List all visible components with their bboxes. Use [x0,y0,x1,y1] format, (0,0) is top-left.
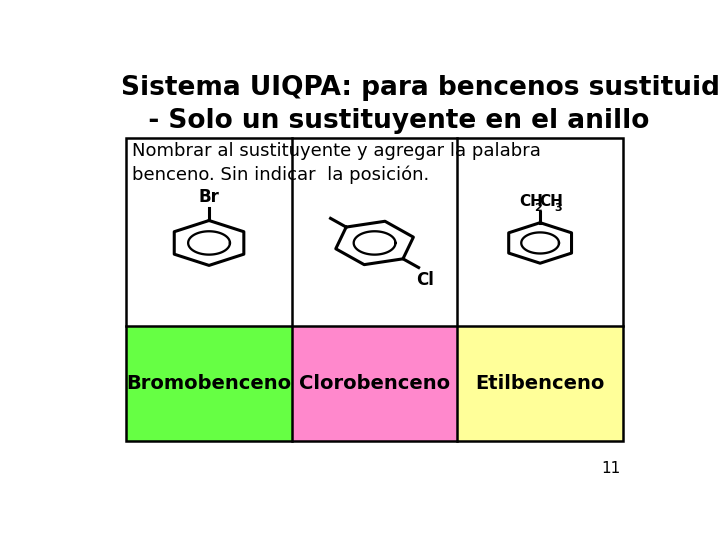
Bar [457,326,623,441]
Text: CH: CH [519,194,543,209]
Text: 3: 3 [554,203,562,213]
Text: benceno. Sin indicar  la posición.: benceno. Sin indicar la posición. [132,165,429,184]
Text: Sistema UIQPA: para bencenos sustituidos  A: Sistema UIQPA: para bencenos sustituidos… [121,75,720,101]
Text: 2: 2 [534,203,542,213]
Bar [292,326,457,441]
Text: Etilbenceno: Etilbenceno [475,374,605,393]
Bar [126,326,292,441]
Text: Br: Br [199,188,220,206]
Text: Clorobenceno: Clorobenceno [299,374,450,393]
Text: CH: CH [539,194,563,209]
Text: Bromobenceno: Bromobenceno [127,374,292,393]
Bar [126,138,623,441]
Text: Nombrar al sustituyente y agregar la palabra: Nombrar al sustituyente y agregar la pal… [132,141,541,160]
Text: Cl: Cl [416,271,433,289]
Text: 11: 11 [601,461,620,476]
Text: - Solo un sustituyente en el anillo: - Solo un sustituyente en el anillo [121,109,649,134]
